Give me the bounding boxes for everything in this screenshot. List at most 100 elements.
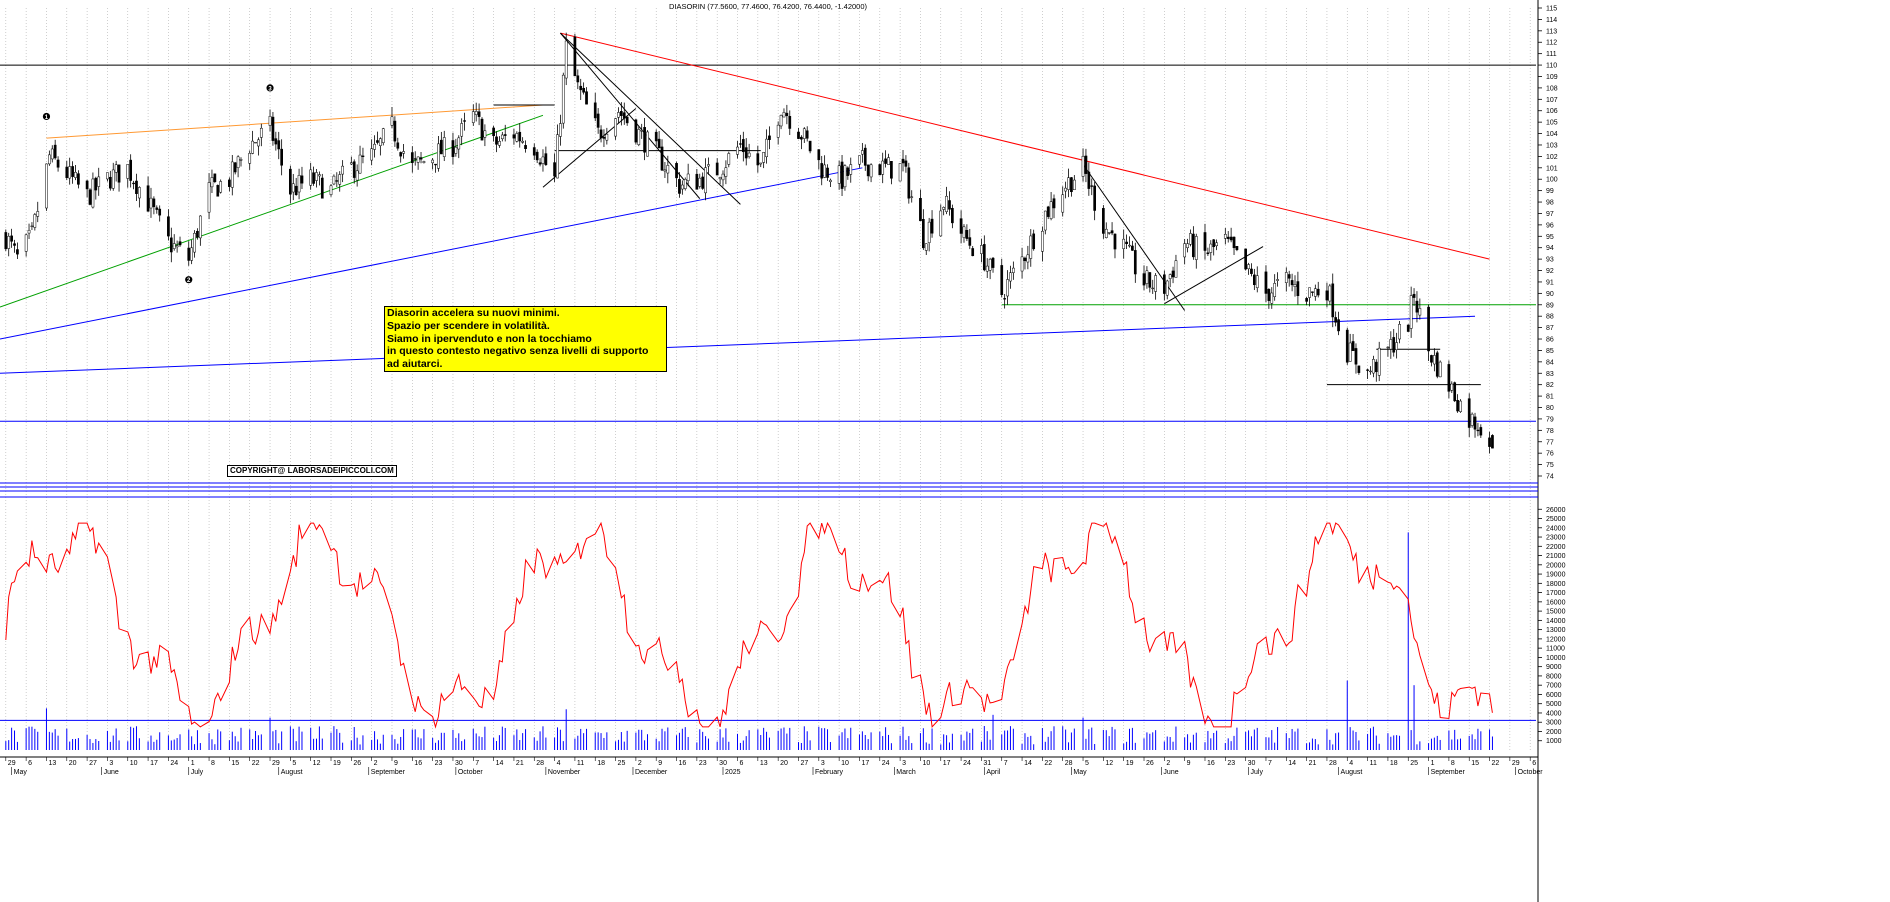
candle-body <box>1267 288 1271 301</box>
candle-body <box>512 134 516 139</box>
candle-body <box>379 138 382 146</box>
price-tick-label: 100 <box>1546 177 1558 184</box>
candle-body <box>1229 236 1233 241</box>
red-downtrend <box>560 32 1490 260</box>
candle-body <box>866 164 870 177</box>
candle-body <box>898 163 902 182</box>
x-tick-label: 24 <box>882 760 890 767</box>
candle-body <box>477 111 481 117</box>
candle-body <box>257 139 260 147</box>
candle-body <box>620 111 623 116</box>
price-tick-label: 78 <box>1546 428 1554 435</box>
candle-body <box>56 159 60 168</box>
candle-body <box>532 147 536 156</box>
x-tick-label: 30 <box>1248 760 1256 767</box>
candle-body <box>541 156 545 164</box>
candle-body <box>4 232 8 250</box>
price-tick-label: 105 <box>1546 120 1558 127</box>
x-tick-label: 17 <box>861 760 869 767</box>
candle-body <box>1131 245 1134 251</box>
price-tick-label: 111 <box>1546 51 1557 58</box>
candle-body <box>1264 271 1268 294</box>
candle-body <box>193 233 196 253</box>
x-tick-label: 15 <box>231 760 239 767</box>
candle-body <box>1418 308 1422 316</box>
candle-body <box>1154 275 1157 292</box>
candle-body <box>1151 287 1155 290</box>
wave-labels: 1 2 3 <box>42 84 274 284</box>
price-tick-label: 97 <box>1546 211 1554 218</box>
candle-body <box>762 152 765 163</box>
candle-body <box>660 146 664 171</box>
volume-tick-label: 1000 <box>1546 738 1562 745</box>
candle-body <box>695 173 699 190</box>
candle-body <box>1090 185 1094 187</box>
candle-body <box>454 146 458 154</box>
x-tick-label: 2 <box>1166 760 1170 767</box>
month-label: May <box>14 769 28 776</box>
price-candles <box>4 32 1494 454</box>
wave-label: 3 <box>268 86 272 92</box>
price-tick-label: 81 <box>1546 394 1554 401</box>
x-tick-label: 27 <box>800 760 808 767</box>
candle-body <box>861 150 864 155</box>
candle-body <box>1174 260 1178 278</box>
candle-body <box>858 155 861 165</box>
candle-body <box>85 180 89 190</box>
candle-body <box>1093 185 1097 211</box>
price-tick-label: 98 <box>1546 200 1554 207</box>
candle-body <box>1026 254 1030 263</box>
candle-body <box>1427 306 1430 352</box>
candle-body <box>254 142 257 144</box>
price-tick-label: 89 <box>1546 302 1554 309</box>
x-tick-label: 10 <box>841 760 849 767</box>
candle-body <box>1250 268 1253 274</box>
candle-body <box>823 164 826 178</box>
candle-body <box>36 211 40 217</box>
candle-body <box>1107 232 1111 234</box>
x-tick-label: 13 <box>760 760 768 767</box>
candle-body <box>1491 435 1494 449</box>
candle-body <box>625 116 629 124</box>
candle-body <box>785 112 789 117</box>
candle-body <box>259 127 263 138</box>
candle-body <box>77 173 80 185</box>
candle-body <box>869 164 873 178</box>
x-tick-label: 11 <box>1370 760 1377 767</box>
candle-body <box>1215 242 1218 247</box>
volume-oscillator <box>5 521 1493 729</box>
black-trend <box>560 32 701 199</box>
candle-body <box>849 164 853 175</box>
candle-body <box>114 164 118 173</box>
volume-tick-label: 14000 <box>1546 618 1566 625</box>
candle-body <box>213 173 217 182</box>
price-tick-label: 85 <box>1546 348 1554 355</box>
candle-body <box>1456 400 1459 412</box>
candle-body <box>1389 339 1393 350</box>
candle-body <box>686 173 690 182</box>
candle-body <box>88 189 92 205</box>
candle-body <box>579 85 583 91</box>
x-tick-label: 3 <box>902 760 906 767</box>
candle-body <box>1235 246 1239 251</box>
candle-body <box>585 91 588 105</box>
candle-body <box>216 185 220 197</box>
candle-body <box>1372 359 1375 374</box>
candle-body <box>355 170 359 181</box>
x-tick-label: 28 <box>1065 760 1073 767</box>
candle-body <box>1415 300 1419 313</box>
candle-body <box>1308 287 1311 298</box>
price-tick-label: 86 <box>1546 337 1554 344</box>
x-tick-label: 2 <box>638 760 642 767</box>
candle-body <box>556 134 559 179</box>
candle-body <box>1398 324 1401 340</box>
x-tick-label: 7 <box>475 760 479 767</box>
candle-body <box>904 160 908 167</box>
wave-label-circle <box>42 112 51 121</box>
price-tick-label: 83 <box>1546 371 1554 378</box>
x-tick-label: 30 <box>455 760 463 767</box>
candle-body <box>1447 364 1451 392</box>
candle-body <box>361 155 365 157</box>
candle-body <box>158 208 162 216</box>
month-label: November <box>548 769 581 776</box>
